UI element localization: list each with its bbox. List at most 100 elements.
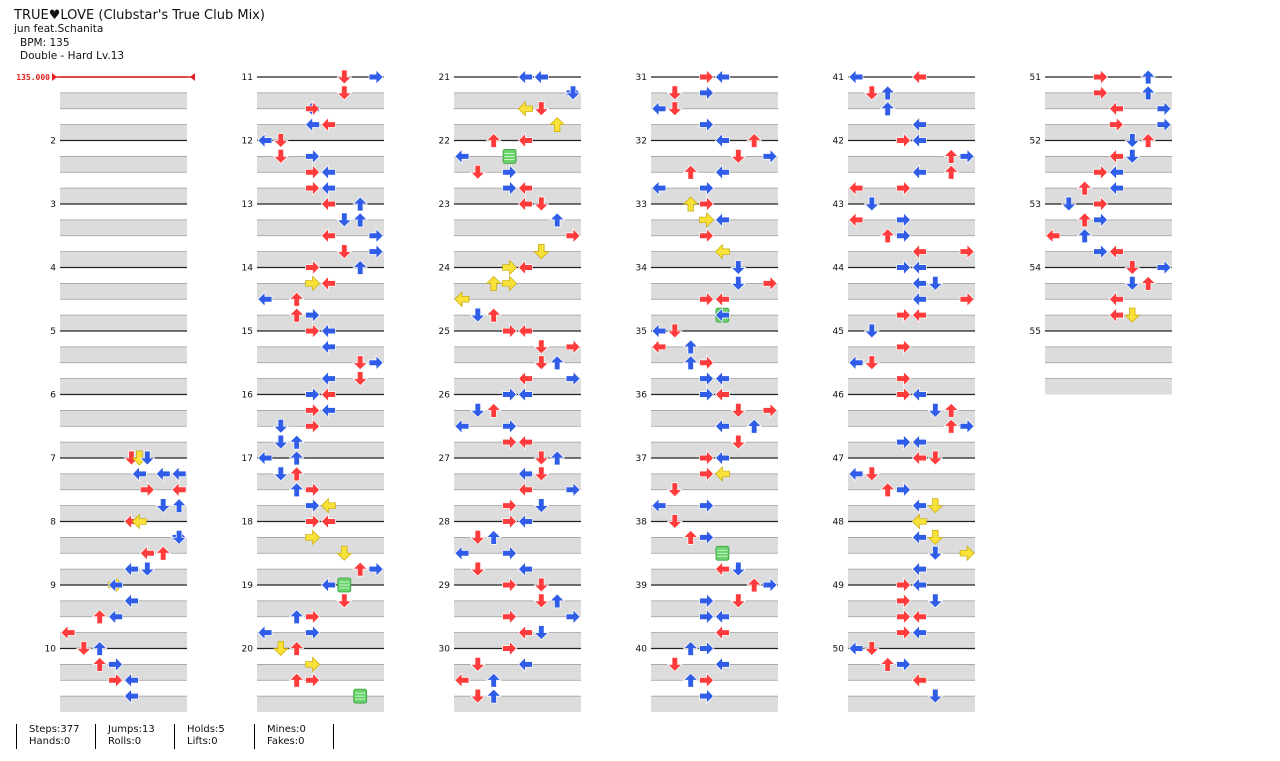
arrow-right-icon bbox=[502, 608, 518, 625]
arrow-down-icon bbox=[666, 323, 683, 339]
arrow-down-icon bbox=[139, 450, 156, 466]
hold-note-stripes bbox=[355, 692, 366, 700]
hold-note-stripes bbox=[717, 549, 728, 557]
arrow-down-icon bbox=[75, 641, 92, 656]
arrow-left-icon bbox=[911, 672, 927, 689]
measure-number: 30 bbox=[439, 645, 451, 655]
arrow-left-icon bbox=[517, 466, 533, 482]
arrow-down-icon bbox=[469, 530, 486, 545]
arrow-down-icon bbox=[1124, 149, 1141, 164]
measure-number: 33 bbox=[636, 200, 647, 210]
beat-stripe bbox=[651, 378, 778, 395]
arrow-down-icon bbox=[863, 466, 880, 482]
beat-stripe bbox=[60, 569, 187, 585]
beat-stripe bbox=[60, 92, 187, 109]
arrow-down-icon bbox=[469, 561, 486, 577]
arrow-left-icon bbox=[848, 180, 864, 196]
beat-stripe bbox=[60, 124, 187, 141]
stat-column: Jumps:13 Rolls:0 bbox=[95, 724, 172, 749]
beat-stripe bbox=[848, 600, 975, 617]
arrow-left-icon bbox=[848, 466, 864, 482]
beat-stripe bbox=[60, 505, 187, 522]
beat-stripe bbox=[257, 92, 384, 109]
arrow-left-icon bbox=[517, 434, 533, 450]
beat-stripe bbox=[848, 537, 975, 554]
arrow-up-icon bbox=[682, 355, 699, 371]
arrow-down-icon bbox=[666, 85, 683, 101]
stat-fakes: Fakes:0 bbox=[267, 736, 305, 747]
arrow-down-icon bbox=[927, 530, 944, 545]
arrow-down-icon bbox=[469, 657, 486, 672]
arrow-left-icon bbox=[320, 402, 336, 419]
arrow-down-icon bbox=[533, 466, 550, 482]
arrow-right-icon bbox=[699, 196, 715, 212]
arrow-right-icon bbox=[896, 481, 912, 498]
arrow-right-icon bbox=[959, 243, 975, 260]
arrow-left-icon bbox=[108, 577, 123, 593]
arrow-down-icon bbox=[927, 545, 944, 561]
arrow-left-icon bbox=[911, 561, 927, 577]
stat-jumps: Jumps:13 bbox=[108, 724, 155, 735]
arrow-left-icon bbox=[320, 513, 336, 530]
beat-stripe bbox=[60, 251, 187, 268]
arrow-up-icon bbox=[879, 228, 896, 244]
arrow-left-icon bbox=[911, 529, 927, 546]
beat-stripe bbox=[257, 156, 384, 173]
arrow-down-icon bbox=[533, 450, 550, 466]
arrow-down-icon bbox=[1124, 307, 1141, 323]
arrow-left-icon bbox=[651, 497, 667, 514]
measure-number: 5 bbox=[50, 327, 56, 337]
arrow-right-icon bbox=[699, 291, 715, 308]
measure-number: 46 bbox=[833, 391, 845, 401]
measure-number: 21 bbox=[439, 73, 450, 83]
measure-number: 28 bbox=[439, 518, 451, 528]
arrow-right-icon bbox=[699, 497, 715, 514]
arrow-up-icon bbox=[1076, 180, 1093, 196]
arrow-right-icon bbox=[959, 545, 975, 562]
arrow-left-icon bbox=[517, 69, 533, 85]
arrow-right-icon bbox=[699, 593, 715, 609]
arrow-right-icon bbox=[699, 672, 715, 689]
arrow-up-icon bbox=[1140, 275, 1157, 291]
measure-number: 12 bbox=[242, 137, 253, 147]
measure-number: 13 bbox=[242, 200, 253, 210]
arrow-down-icon bbox=[533, 593, 550, 609]
beat-stripe bbox=[257, 442, 384, 458]
arrow-up-icon bbox=[746, 133, 763, 148]
beat-stripe bbox=[454, 696, 581, 712]
measure-number: 37 bbox=[636, 454, 647, 464]
beat-stripe bbox=[257, 537, 384, 554]
beat-stripe bbox=[1045, 283, 1172, 300]
beat-stripe bbox=[60, 156, 187, 173]
arrow-right-icon bbox=[368, 227, 384, 244]
arrow-left-icon bbox=[155, 466, 171, 482]
arrow-right-icon bbox=[502, 497, 518, 514]
beat-stripe bbox=[1045, 92, 1172, 109]
arrow-right-icon bbox=[305, 672, 321, 689]
measure-number: 39 bbox=[636, 581, 648, 591]
beat-stripe bbox=[1045, 346, 1172, 363]
arrow-left-icon bbox=[533, 69, 549, 85]
arrow-down-icon bbox=[730, 149, 747, 164]
arrow-down-icon bbox=[336, 244, 353, 260]
beat-stripe bbox=[257, 283, 384, 300]
arrow-up-icon bbox=[288, 466, 305, 482]
arrow-up-icon bbox=[485, 529, 502, 545]
beat-stripe bbox=[60, 537, 187, 554]
measure-number: 20 bbox=[242, 645, 254, 655]
arrow-left-icon bbox=[1108, 148, 1124, 165]
arrow-right-icon bbox=[959, 291, 975, 308]
arrow-up-icon bbox=[352, 212, 369, 228]
measure-number: 16 bbox=[242, 391, 254, 401]
arrow-right-icon bbox=[699, 227, 715, 244]
measure-number: 41 bbox=[833, 73, 844, 83]
arrow-down-icon bbox=[272, 149, 289, 164]
arrow-left-icon bbox=[714, 450, 730, 466]
beat-stripe bbox=[60, 219, 187, 236]
beat-stripe bbox=[257, 569, 384, 585]
arrow-right-icon bbox=[305, 497, 321, 514]
arrow-down-icon bbox=[272, 434, 289, 450]
arrow-up-icon bbox=[549, 117, 566, 132]
arrow-down-icon bbox=[533, 355, 550, 371]
measure-number: 2 bbox=[50, 137, 56, 147]
